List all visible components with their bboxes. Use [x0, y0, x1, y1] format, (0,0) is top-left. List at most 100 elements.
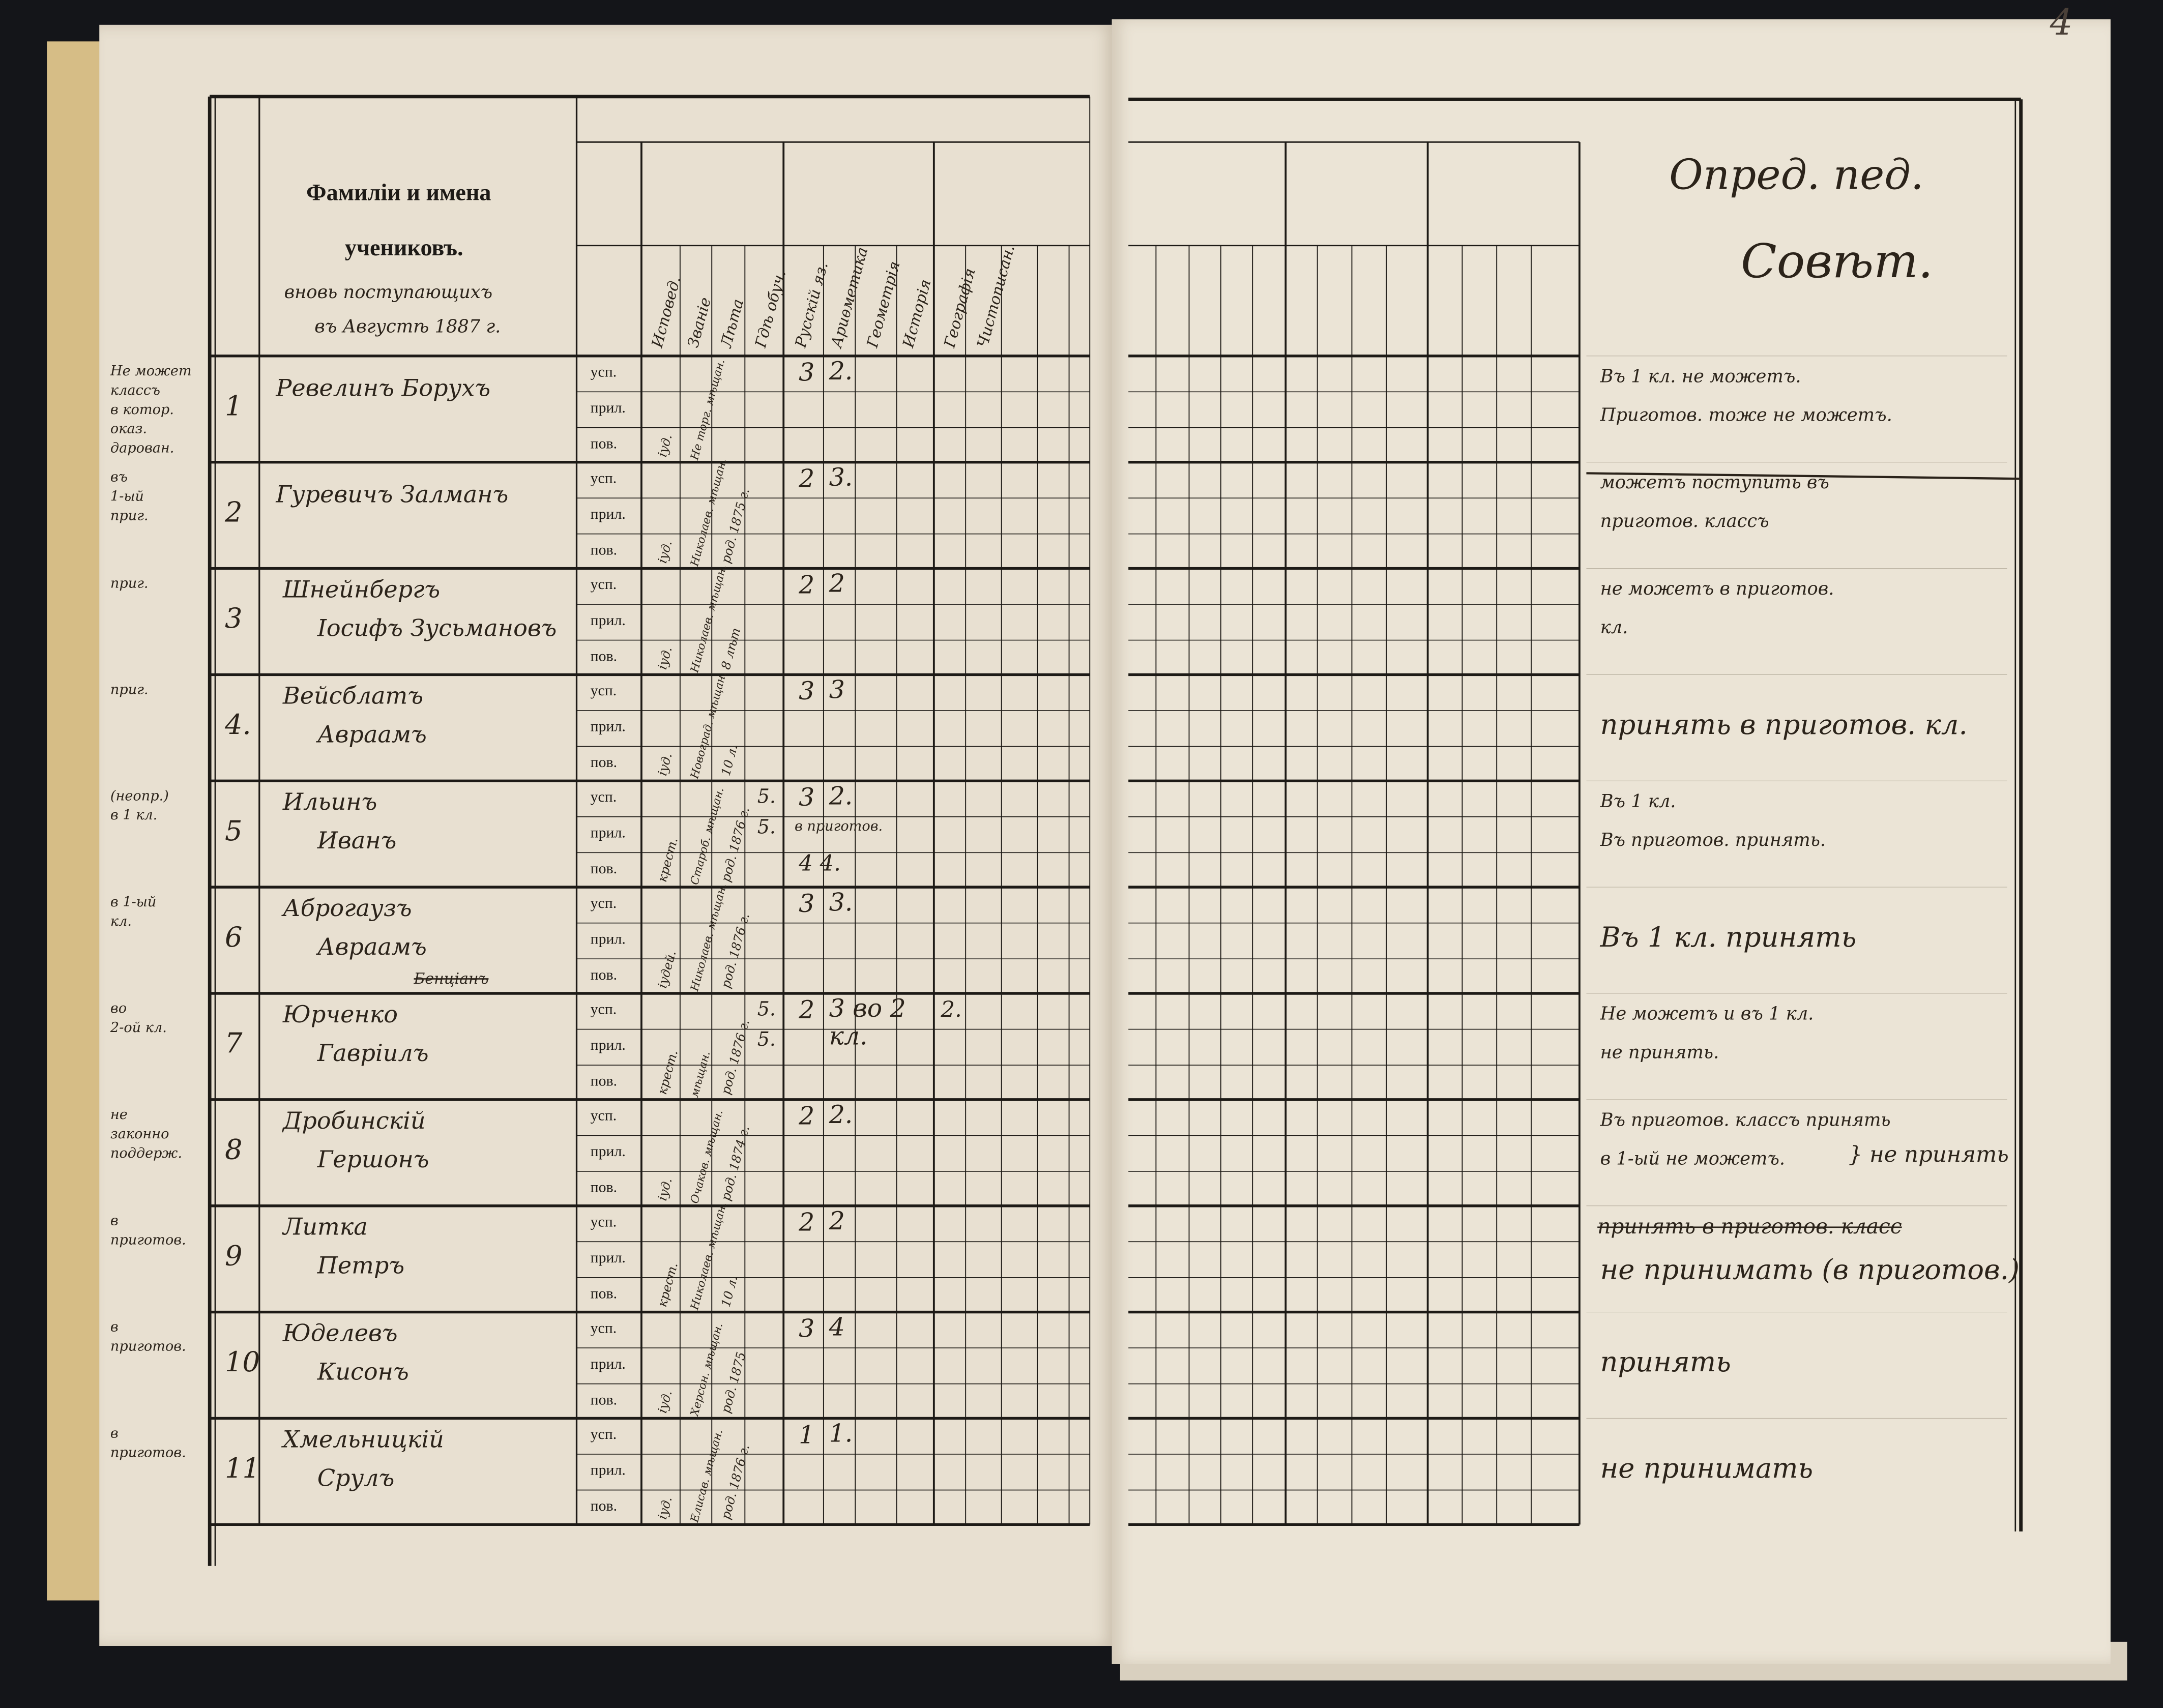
grade-note: в приготов.	[794, 819, 883, 835]
row-label: пов.	[590, 861, 618, 878]
table-row	[210, 1312, 2021, 1419]
row-label: усп.	[590, 470, 617, 487]
header-note-2: въ Августѣ 1887 г.	[314, 317, 501, 338]
row-label: прил.	[590, 1037, 626, 1054]
grade-arithmetic: 3.	[829, 888, 853, 918]
student-name: Іосифъ Зусьмановъ	[317, 615, 557, 643]
decision-heading-2: Совѣт.	[1741, 234, 1933, 290]
student-name: Гершонъ	[317, 1146, 429, 1174]
page-number: 4	[2050, 3, 2073, 44]
row-label: прил.	[590, 506, 626, 523]
student-name: Авраамъ	[317, 721, 427, 749]
row-label: усп.	[590, 1320, 617, 1337]
decision-remark: Въ 1 кл. не можетъ.	[1600, 367, 1801, 388]
row-label: пов.	[590, 1180, 618, 1196]
grade-russian: 2	[799, 1209, 815, 1238]
margin-note: приготов.	[110, 1339, 186, 1355]
row-label: прил.	[590, 1356, 626, 1373]
row-label: прил.	[590, 719, 626, 735]
row-number: 7	[225, 1026, 243, 1060]
row-label: пов.	[590, 967, 618, 984]
row-label: прил.	[590, 1462, 626, 1479]
grade-russian: 2	[799, 996, 815, 1025]
decision-remark: не принять.	[1600, 1043, 1719, 1064]
decision-remark: не принимать (в приготов.)	[1600, 1252, 2020, 1286]
margin-note: приг.	[110, 683, 149, 698]
margin-note: в	[110, 1320, 119, 1336]
margin-note: в 1-ый	[110, 895, 157, 911]
margin-note: дарован.	[110, 441, 174, 457]
grade-arithmetic: 2.	[829, 1101, 853, 1130]
grade-arithmetic: 4	[829, 1313, 845, 1343]
decision-remark: в 1-ый не можетъ.	[1600, 1149, 1786, 1170]
prior-grade: 5.	[757, 786, 776, 809]
row-label: усп.	[590, 1214, 617, 1231]
prior-grade: 5.	[757, 816, 776, 839]
grade-arithmetic: 2.	[829, 782, 853, 811]
margin-note: во	[110, 1002, 127, 1017]
grade-russian: 3	[799, 783, 815, 813]
decision-remark: Въ 1 кл. принять	[1600, 920, 1857, 954]
grade-russian: 2	[799, 571, 815, 600]
decision-remark: Въ приготов. классъ принять	[1600, 1110, 1891, 1132]
decision-remark: Приготов. тоже не можетъ.	[1600, 405, 1892, 427]
grade-arithmetic: 3.	[829, 463, 853, 493]
student-name: Юделевъ	[282, 1320, 398, 1348]
student-name: Вейсблатъ	[282, 683, 423, 711]
row-label: пов.	[590, 436, 618, 453]
row-label: прил.	[590, 400, 626, 417]
margin-note: поддерж.	[110, 1146, 182, 1162]
grade-arithmetic: 2.	[829, 357, 853, 387]
margin-note: классъ	[110, 384, 161, 399]
grade-arithmetic: 3 во 2 кл.	[829, 994, 906, 1051]
row-label: усп.	[590, 1108, 617, 1125]
student-name: Гавріилъ	[317, 1040, 429, 1068]
decision-remark: } не принять	[1848, 1141, 2009, 1167]
student-name: Ильинъ	[282, 789, 377, 817]
row-label: пов.	[590, 648, 618, 665]
margin-note: Не может	[110, 364, 192, 379]
decision-remark: кл.	[1600, 618, 1628, 639]
row-label: пов.	[590, 1498, 618, 1515]
student-name: Юрченко	[282, 1002, 398, 1029]
margin-note: приг.	[110, 509, 149, 524]
row-number: 1	[225, 389, 243, 423]
grade-russian: 2	[799, 465, 815, 494]
header-note: вновь поступающихъ	[284, 283, 493, 304]
margin-note: 2-ой кл.	[110, 1021, 167, 1037]
grade-note: 4 4.	[799, 849, 841, 876]
student-name: Ревелинъ Борухъ	[276, 375, 491, 403]
grade-arithmetic: 1.	[829, 1420, 853, 1449]
student-name: Литка	[282, 1214, 368, 1242]
row-label: прил.	[590, 1250, 626, 1267]
grade-arithmetic: 2	[829, 570, 845, 599]
margin-note: приг.	[110, 576, 149, 592]
margin-note: приготов.	[110, 1233, 186, 1249]
header-title: Фамиліи и имена	[306, 179, 491, 206]
row-label: пов.	[590, 542, 618, 559]
decision-remark: Не можетъ и въ 1 кл.	[1600, 1004, 1814, 1025]
row-label: прил.	[590, 1143, 626, 1161]
grade-arithmetic: 3	[829, 676, 845, 705]
row-label: пов.	[590, 754, 618, 772]
row-number: 3	[225, 601, 243, 635]
decision-remark: Въ 1 кл.	[1600, 791, 1676, 813]
margin-note: в	[110, 1214, 119, 1229]
decision-remark: не принимать	[1600, 1451, 1814, 1485]
margin-note: в	[110, 1426, 119, 1442]
right-page	[1112, 19, 2111, 1664]
decision-remark: Въ приготов. принять.	[1600, 830, 1826, 851]
student-name: Хмельницкій	[282, 1426, 444, 1454]
margin-note: въ	[110, 470, 128, 486]
row-label: усп.	[590, 1426, 617, 1444]
margin-note: приготов.	[110, 1446, 186, 1461]
student-name: Аброгаузъ	[282, 895, 412, 923]
student-name: Петръ	[317, 1252, 405, 1281]
row-label: пов.	[590, 1286, 618, 1303]
row-label: усп.	[590, 895, 617, 912]
row-number: 5	[225, 814, 243, 847]
handwritten-rule	[1586, 472, 2021, 480]
margin-note: в 1 кл.	[110, 808, 158, 824]
row-number: 8	[225, 1132, 243, 1166]
